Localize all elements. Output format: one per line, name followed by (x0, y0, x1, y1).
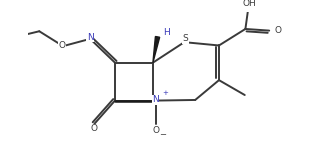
Text: N: N (152, 95, 159, 104)
Text: O: O (274, 26, 281, 35)
Text: +: + (163, 90, 168, 96)
Text: S: S (183, 34, 189, 43)
Text: H: H (163, 28, 170, 37)
Text: N: N (87, 33, 94, 42)
Text: −: − (159, 131, 166, 140)
Text: OH: OH (242, 0, 256, 8)
Polygon shape (153, 36, 160, 63)
Text: O: O (59, 41, 66, 50)
Text: O: O (90, 124, 97, 133)
Text: O: O (152, 126, 159, 135)
